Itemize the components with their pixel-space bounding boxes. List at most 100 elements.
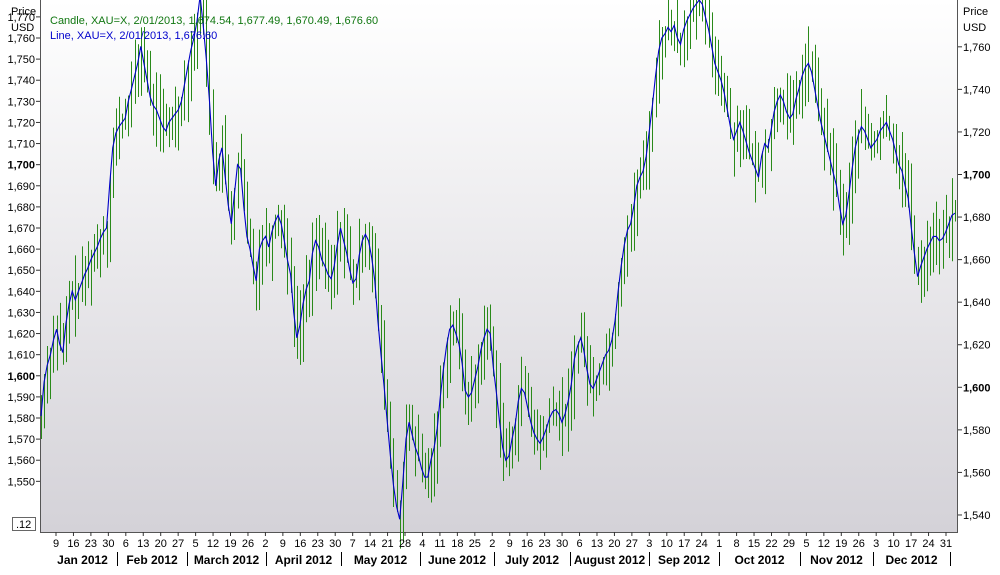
x-day-label: 30 [556, 538, 568, 550]
x-month-label: Dec 2012 [885, 553, 937, 567]
x-day-label: 31 [940, 538, 952, 550]
right-tick-label: 1,620 [963, 340, 991, 352]
corner-box [12, 517, 36, 531]
x-day-label: 10 [661, 538, 673, 550]
x-day-label: 7 [350, 538, 356, 550]
x-day-label: 18 [451, 538, 463, 550]
left-tick-label: 1,620 [7, 329, 35, 341]
x-day-label: 6 [123, 538, 129, 550]
x-day-label: 27 [172, 538, 184, 550]
x-day-label: 2 [262, 538, 268, 550]
x-day-label: 30 [329, 538, 341, 550]
left-tick-label: 1,710 [7, 139, 35, 151]
x-day-label: 17 [905, 538, 917, 550]
x-day-label: 6 [576, 538, 582, 550]
left-tick-label: 1,770 [7, 12, 35, 24]
x-day-label: 3 [873, 538, 879, 550]
x-month-label: July 2012 [505, 553, 559, 567]
right-tick-label: 1,740 [963, 84, 991, 96]
x-month-label: Feb 2012 [126, 553, 178, 567]
corner-label: .12 [16, 519, 31, 531]
x-day-label: 22 [765, 538, 777, 550]
x-day-label: 17 [678, 538, 690, 550]
x-month-label: Nov 2012 [810, 553, 863, 567]
x-day-label: 15 [748, 538, 760, 550]
x-day-label: 16 [294, 538, 306, 550]
left-tick-label: 1,630 [7, 307, 35, 319]
left-tick-label: 1,690 [7, 181, 35, 193]
x-day-label: 19 [835, 538, 847, 550]
left-tick-label: 1,680 [7, 202, 35, 214]
x-day-label: 25 [469, 538, 481, 550]
x-day-label: 12 [818, 538, 830, 550]
left-tick-label: 1,580 [7, 413, 35, 425]
x-day-label: 24 [922, 538, 934, 550]
plot-background [40, 0, 958, 532]
x-month-label: August 2012 [574, 553, 646, 567]
left-tick-label: 1,590 [7, 392, 35, 404]
x-day-label: 5 [803, 538, 809, 550]
left-tick-label: 1,730 [7, 96, 35, 108]
x-day-label: 26 [242, 538, 254, 550]
left-axis-header-1: Price [11, 6, 36, 18]
left-tick-label: 1,750 [7, 54, 35, 66]
x-axis: 9 16 23 30 6 13 20 27 5 12 19 26 2 9 16 23 30 7 14 21 28 4 11 1… [53, 532, 952, 567]
x-day-label: 13 [591, 538, 603, 550]
right-tick-label: 1,680 [963, 212, 991, 224]
x-day-label: 23 [312, 538, 324, 550]
x-day-label: 10 [888, 538, 900, 550]
right-tick-label: 1,660 [963, 255, 991, 267]
x-month-label: Oct 2012 [734, 553, 784, 567]
left-tick-label: 1,670 [7, 223, 35, 235]
left-tick-label: 1,700 [7, 160, 35, 172]
x-day-label: 23 [539, 538, 551, 550]
x-day-label: 30 [102, 538, 114, 550]
x-day-label: 9 [53, 538, 59, 550]
x-day-label: 14 [364, 538, 376, 550]
x-day-label: 24 [696, 538, 708, 550]
x-day-label: 26 [853, 538, 865, 550]
x-month-label: Jan 2012 [57, 553, 108, 567]
left-tick-label: 1,610 [7, 350, 35, 362]
x-day-label: 16 [521, 538, 533, 550]
x-day-label: 3 [646, 538, 652, 550]
x-day-label: 29 [783, 538, 795, 550]
x-day-label: 20 [608, 538, 620, 550]
line-series [40, 0, 956, 520]
x-day-label: 21 [381, 538, 393, 550]
x-day-label: 9 [280, 538, 286, 550]
right-axis-header-1: Price [963, 6, 988, 18]
right-tick-label: 1,720 [963, 127, 991, 139]
x-day-label: 12 [207, 538, 219, 550]
left-tick-label: 1,720 [7, 117, 35, 129]
left-tick-label: 1,640 [7, 286, 35, 298]
x-day-label: 1 [716, 538, 722, 550]
x-day-label: 8 [734, 538, 740, 550]
x-day-label: 23 [85, 538, 97, 550]
x-month-label: April 2012 [275, 553, 333, 567]
right-tick-label: 1,760 [963, 42, 991, 54]
x-day-label: 5 [193, 538, 199, 550]
left-tick-label: 1,740 [7, 75, 35, 87]
x-day-label: 20 [155, 538, 167, 550]
x-day-label: 2 [489, 538, 495, 550]
right-axis: 1,540 1,560 1,580 1,600 1,620 1,640 1,660 1,680… [958, 42, 991, 522]
right-tick-label: 1,600 [963, 382, 991, 394]
x-day-label: 16 [67, 538, 79, 550]
left-tick-label: 1,660 [7, 244, 35, 256]
x-day-label: 4 [419, 538, 425, 550]
left-axis: 1,550 1,560 1,570 1,580 1,590 1,600 1,610 1,620… [7, 12, 40, 488]
x-month-label: March 2012 [194, 553, 260, 567]
x-day-label: 27 [626, 538, 638, 550]
x-month-label: May 2012 [354, 553, 408, 567]
legend-line: Line, XAU=X, 2/01/2013, 1,676.60 [50, 30, 217, 42]
left-axis-header-2: USD [11, 22, 34, 34]
right-tick-label: 1,700 [963, 169, 991, 181]
left-tick-label: 1,650 [7, 265, 35, 277]
legend-candle: Candle, XAU=X, 2/01/2013, 1,674.54, 1,67… [50, 15, 378, 27]
x-day-label: 13 [137, 538, 149, 550]
left-tick-label: 1,760 [7, 33, 35, 45]
right-tick-label: 1,560 [963, 467, 991, 479]
